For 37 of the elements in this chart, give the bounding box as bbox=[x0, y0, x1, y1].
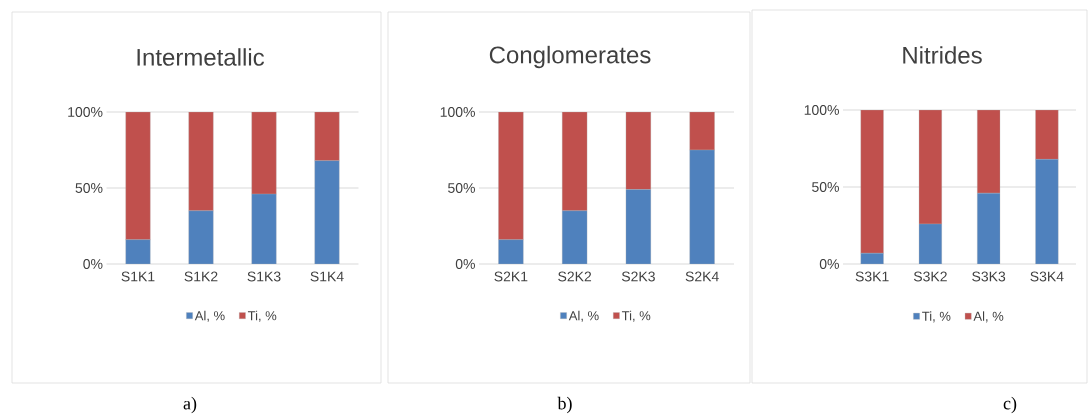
y-tick-label: 0% bbox=[455, 259, 475, 269]
x-tick-label: S1K1 bbox=[121, 271, 155, 282]
legend-label: Ti, % bbox=[621, 310, 651, 322]
x-tick-label: S3K1 bbox=[855, 271, 889, 282]
chart-title: Intermetallic bbox=[137, 48, 265, 66]
bar bbox=[625, 189, 651, 265]
x-tick-label: S1K2 bbox=[184, 271, 218, 282]
legend-label: Al, % bbox=[568, 310, 599, 322]
chart-title: Conglomerates bbox=[489, 45, 651, 69]
y-tick-label: 50% bbox=[75, 183, 103, 193]
x-tick-label: S2K3 bbox=[621, 271, 655, 282]
text: b) bbox=[557, 396, 572, 414]
chart-title: Nitrides bbox=[903, 46, 982, 64]
x-tick-label: S2K2 bbox=[558, 271, 592, 282]
bar bbox=[689, 149, 715, 265]
bar bbox=[562, 210, 588, 265]
y-tick-label: 0% bbox=[83, 259, 103, 269]
legend-label: Ti, % bbox=[247, 310, 277, 322]
y-tick-label: 100% bbox=[804, 105, 839, 115]
x-tick-label: S1K3 bbox=[247, 271, 281, 282]
x-tick-label: S3K3 bbox=[972, 271, 1006, 282]
y-tick-label: 100% bbox=[68, 107, 103, 117]
legend-label: Al, % bbox=[194, 310, 225, 322]
bar bbox=[498, 239, 524, 265]
x-tick-label: S3K4 bbox=[1030, 271, 1064, 282]
legend-label: Ti, % bbox=[922, 311, 951, 323]
text: c) bbox=[1003, 396, 1017, 414]
x-tick-label: S1K4 bbox=[310, 271, 344, 282]
y-tick-label: 50% bbox=[812, 182, 839, 192]
x-tick-label: S2K4 bbox=[685, 271, 719, 282]
text: a) bbox=[183, 396, 197, 414]
x-tick-label: S3K2 bbox=[913, 271, 947, 282]
legend-label: Al, % bbox=[973, 311, 1004, 323]
x-tick-label: S2K1 bbox=[494, 271, 528, 282]
y-tick-label: 0% bbox=[819, 259, 839, 269]
y-tick-label: 50% bbox=[448, 183, 475, 193]
y-tick-label: 100% bbox=[440, 107, 475, 117]
